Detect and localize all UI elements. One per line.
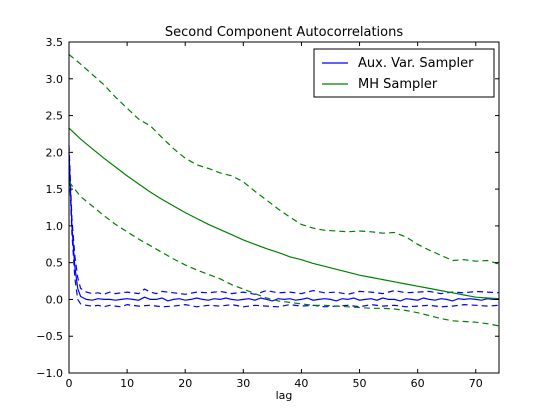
y-tick-label: −1.0 (36, 367, 63, 380)
legend: Aux. Var. Sampler MH Sampler (313, 48, 495, 98)
y-tick-label: 1.0 (46, 220, 64, 233)
series-line-4 (68, 54, 500, 265)
x-tick-label: 60 (411, 377, 425, 390)
chart-title: Second Component Autocorrelations (165, 25, 404, 40)
y-tick-label: −0.5 (36, 330, 63, 343)
series-line-3 (68, 127, 500, 300)
series-line-2 (68, 159, 500, 308)
plot-frame (68, 41, 500, 374)
y-tick-label: 2.0 (46, 146, 64, 159)
y-tick-label: 0.5 (46, 257, 64, 270)
x-tick-label: 20 (178, 377, 192, 390)
y-tick-label: 2.5 (46, 110, 64, 123)
x-tick-label: 10 (120, 377, 134, 390)
y-axis: −1.0 −0.5 0.0 0.5 1.0 1.5 2.0 2.5 3.0 3.5 (36, 36, 499, 380)
series-line-0 (68, 152, 499, 302)
x-tick-label: 70 (469, 377, 483, 390)
legend-box (313, 48, 495, 98)
y-tick-label: 1.5 (46, 183, 64, 196)
x-tick-label: 40 (294, 377, 308, 390)
y-tick-label: 0.0 (46, 293, 64, 306)
series-line-1 (68, 144, 500, 295)
y-tick-label: 3.5 (46, 36, 64, 49)
y-tick-label: 3.0 (46, 73, 64, 86)
x-tick-label: 0 (66, 377, 73, 390)
series-line-5 (68, 181, 500, 327)
legend-label-aux-var: Aux. Var. Sampler (358, 56, 474, 71)
legend-label-mh: MH Sampler (358, 77, 438, 92)
plot-area (68, 54, 500, 327)
x-axis-label: lag (276, 389, 293, 402)
x-tick-label: 30 (236, 377, 250, 390)
x-axis: 0 10 20 30 40 50 60 70 (66, 42, 483, 390)
x-tick-label: 50 (353, 377, 367, 390)
